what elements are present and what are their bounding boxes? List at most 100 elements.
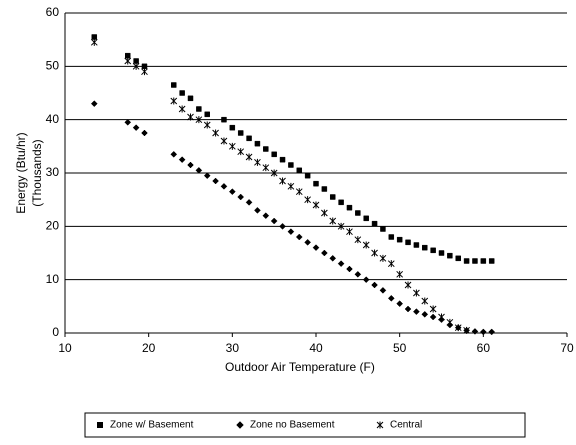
y-axis-title: (Thousands) — [30, 139, 44, 206]
point — [355, 210, 361, 216]
point — [329, 254, 337, 262]
point — [338, 199, 344, 206]
point — [187, 113, 194, 121]
x-tick-label: 10 — [58, 341, 72, 355]
point — [288, 162, 294, 168]
point — [430, 247, 436, 254]
point — [170, 97, 178, 105]
point — [124, 118, 132, 126]
point — [229, 124, 236, 131]
point — [245, 198, 253, 206]
point — [246, 135, 252, 142]
point — [413, 289, 420, 297]
point — [228, 142, 236, 150]
point — [279, 156, 286, 163]
point — [195, 166, 203, 174]
y-tick-label: 20 — [46, 219, 60, 233]
point — [379, 286, 387, 294]
point — [313, 180, 319, 187]
point — [404, 281, 412, 289]
point — [455, 255, 461, 262]
point — [480, 258, 487, 264]
point — [90, 38, 98, 46]
point — [446, 318, 454, 326]
y-tick-label: 30 — [46, 165, 60, 179]
x-tick-label: 60 — [477, 341, 491, 355]
point — [337, 260, 345, 268]
legend-marker — [97, 422, 103, 428]
point — [421, 297, 429, 305]
point — [354, 236, 362, 244]
point — [405, 239, 411, 246]
point — [429, 313, 437, 321]
point — [204, 111, 210, 118]
point — [178, 105, 186, 113]
point — [170, 150, 178, 158]
point — [463, 326, 470, 334]
y-tick-label: 40 — [46, 112, 60, 126]
point — [178, 156, 186, 164]
point — [221, 116, 227, 123]
point — [346, 265, 353, 273]
point — [421, 310, 429, 318]
point — [141, 63, 148, 70]
point — [262, 212, 270, 220]
point — [362, 241, 370, 249]
point — [203, 121, 211, 129]
point — [371, 281, 378, 289]
point — [141, 129, 148, 137]
point — [396, 236, 403, 243]
point — [179, 90, 185, 96]
legend-box — [84, 412, 526, 438]
point — [287, 228, 295, 236]
legend-label: Zone w/ Basement — [110, 420, 194, 431]
point — [279, 222, 286, 230]
point — [413, 308, 420, 316]
point — [141, 68, 148, 76]
legend-marker — [236, 421, 244, 429]
point — [263, 146, 269, 152]
point — [171, 82, 177, 88]
point — [371, 249, 378, 257]
point — [354, 270, 362, 278]
point — [237, 148, 245, 156]
point — [90, 100, 98, 108]
point — [413, 242, 420, 248]
point — [220, 137, 228, 145]
point — [245, 153, 253, 161]
point — [438, 313, 445, 321]
point — [387, 294, 395, 302]
point — [271, 151, 277, 158]
point — [262, 164, 270, 172]
point — [187, 161, 194, 169]
point — [396, 300, 404, 308]
point — [237, 130, 244, 136]
legend-label: Central — [390, 420, 422, 431]
point — [125, 52, 131, 59]
legend-label: Zone no Basement — [250, 420, 335, 431]
point — [404, 305, 412, 313]
point — [187, 95, 194, 102]
x-tick-label: 50 — [393, 341, 407, 355]
point — [488, 258, 495, 264]
point — [479, 328, 487, 336]
point — [228, 188, 236, 196]
point — [212, 177, 219, 185]
point — [362, 276, 370, 284]
point — [304, 172, 311, 179]
x-tick-label: 20 — [142, 341, 156, 355]
point — [346, 204, 353, 211]
point — [279, 177, 286, 185]
point — [321, 249, 328, 257]
x-axis-title: Outdoor Air Temperature (F) — [225, 360, 375, 374]
point — [321, 209, 328, 217]
x-tick-label: 40 — [309, 341, 323, 355]
point — [304, 238, 311, 246]
point — [396, 270, 404, 278]
point — [447, 252, 453, 259]
point — [379, 254, 387, 262]
point — [321, 186, 328, 192]
point — [195, 116, 203, 124]
point — [220, 182, 228, 190]
